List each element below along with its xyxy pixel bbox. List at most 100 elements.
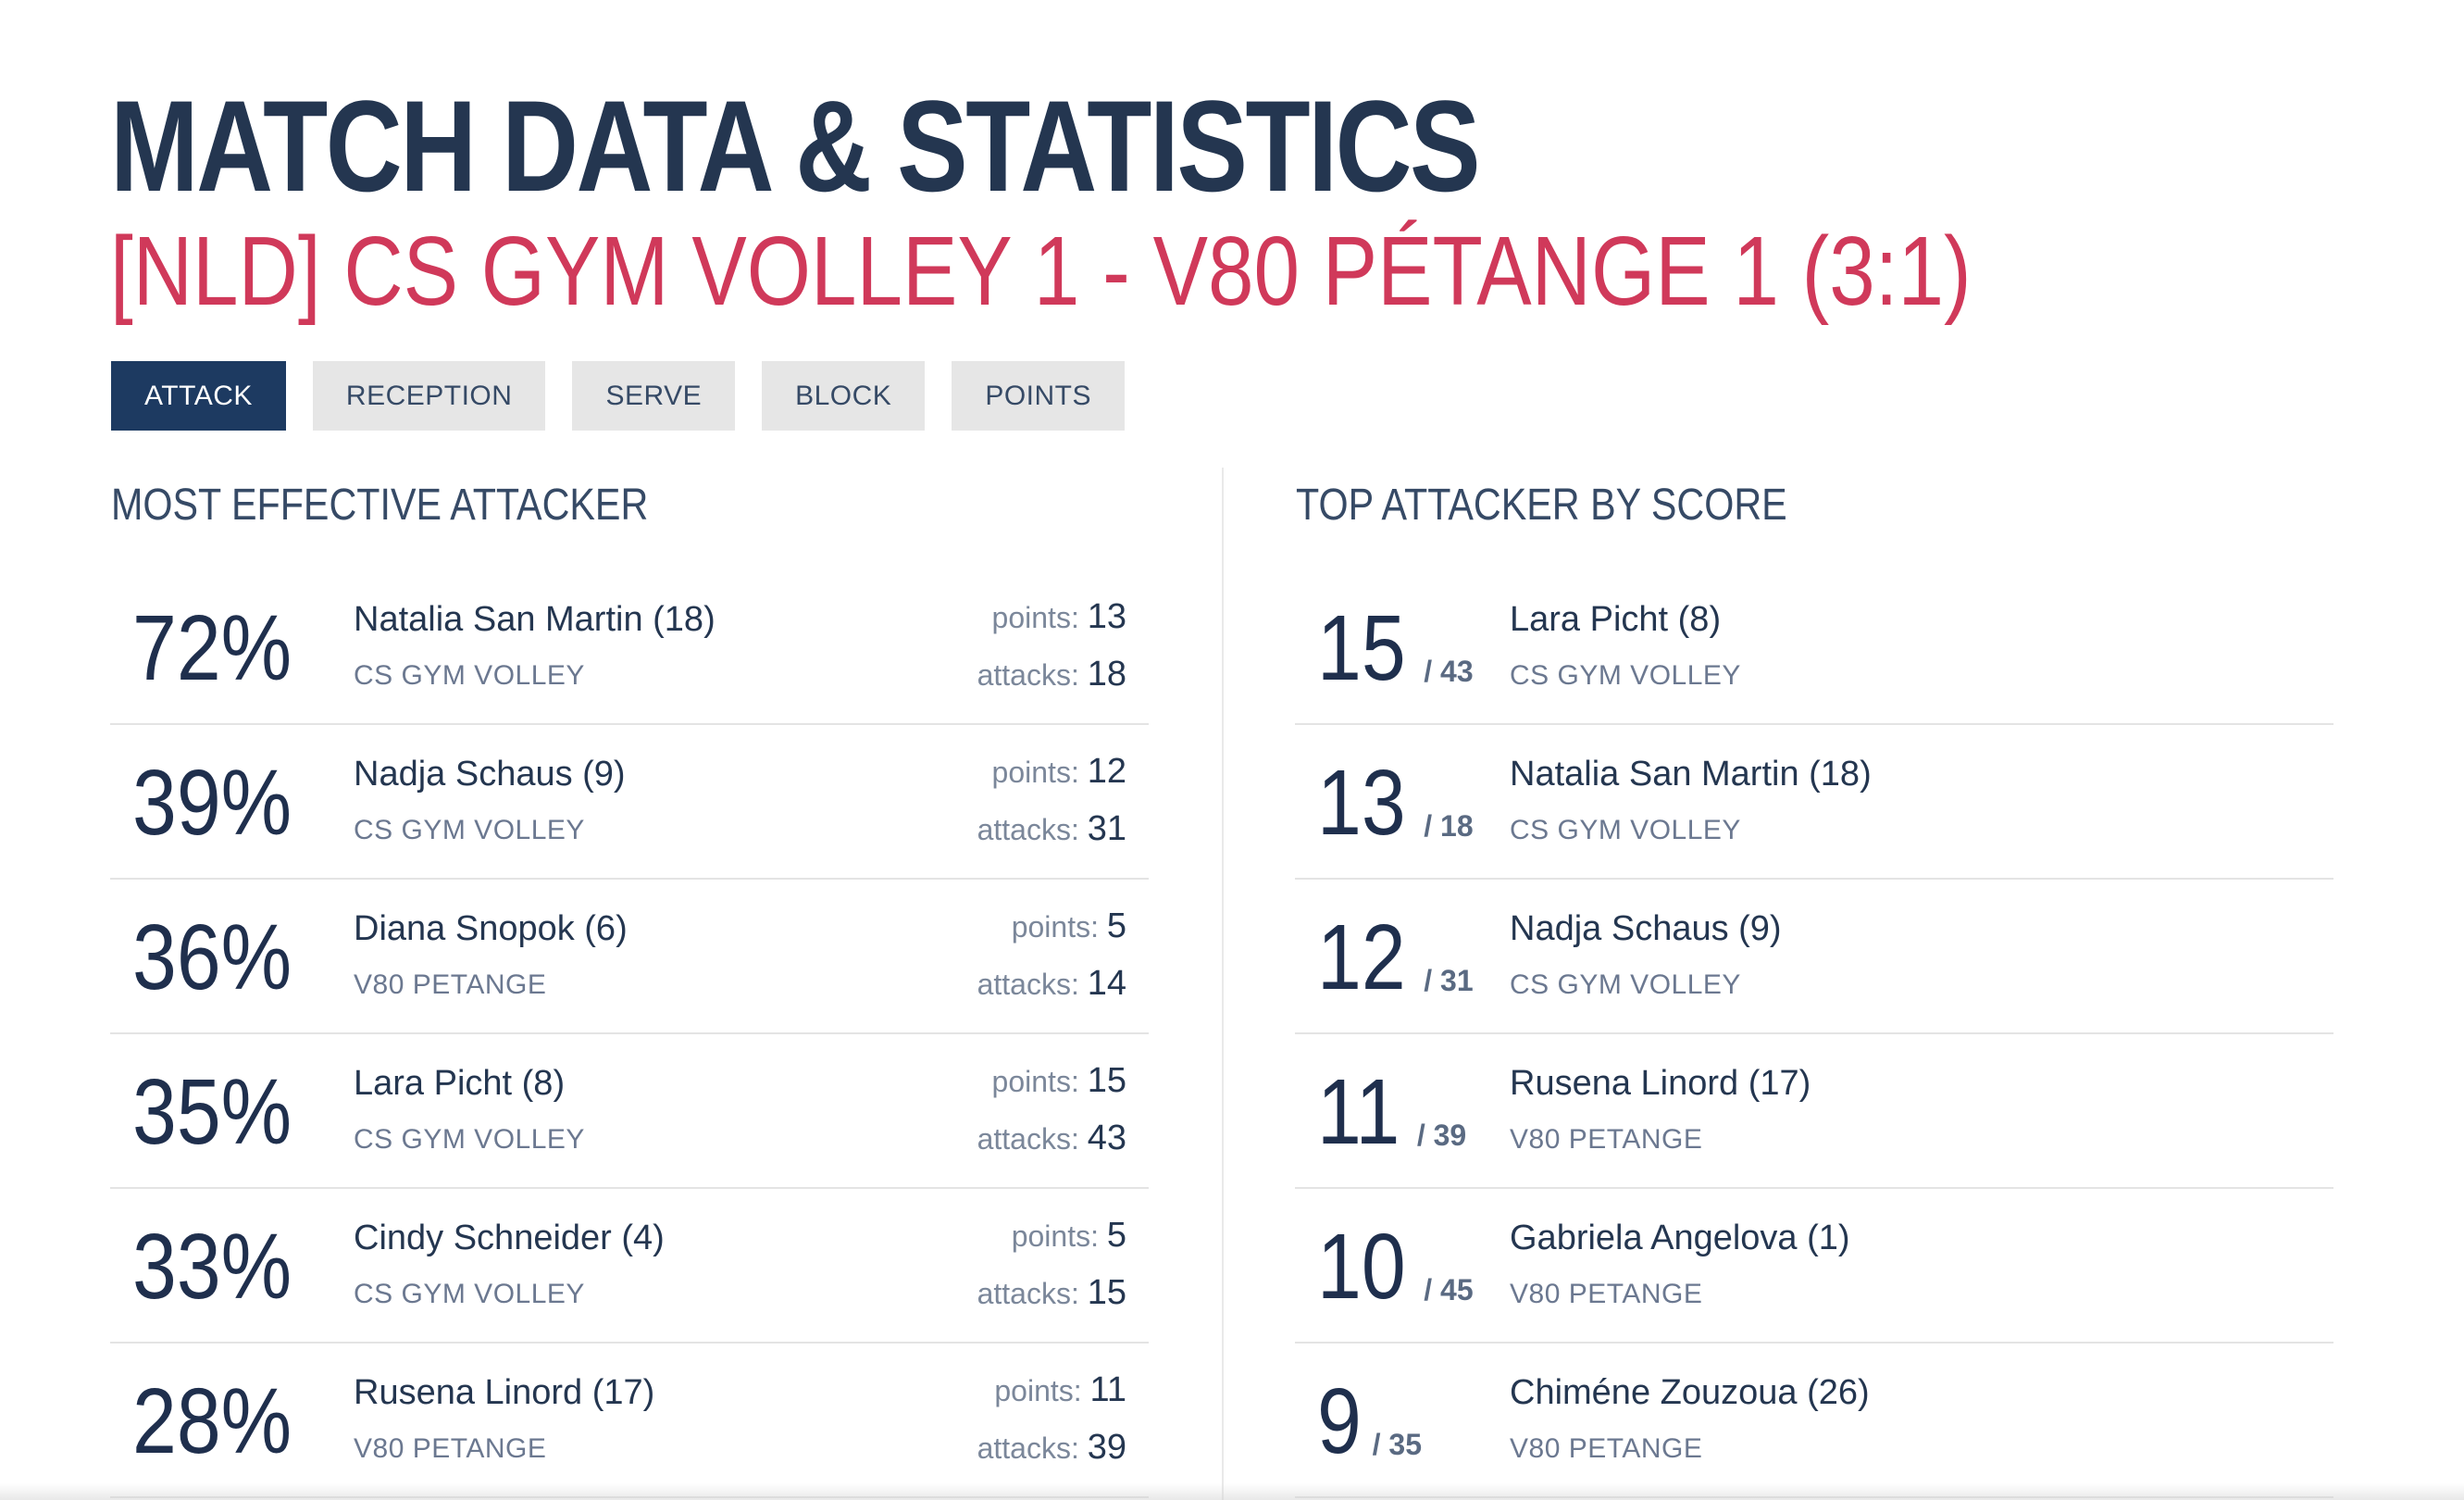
list-item: 10 / 45 Gabriela Angelova (1) V80 PETANG…	[1295, 1189, 2333, 1344]
list-item: 9 / 35 Chiméne Zouzoua (26) V80 PETANGE	[1295, 1344, 2333, 1498]
tab-block[interactable]: BLOCK	[762, 361, 926, 431]
points-stat: points: 5	[1012, 1217, 1126, 1255]
player-name: Lara Picht (8)	[1510, 600, 1722, 639]
team-name: CS GYM VOLLEY	[354, 1124, 585, 1155]
tab-reception[interactable]: RECEPTION	[312, 361, 546, 431]
points-label: points:	[1011, 910, 1099, 944]
most-effective-list: 72% Natalia San Martin (18) CS GYM VOLLE…	[110, 570, 1149, 1498]
score-block: 12 / 31	[1317, 911, 1474, 1004]
efficiency-percent: 33%	[132, 1215, 292, 1319]
efficiency-percent: 72%	[132, 596, 292, 700]
attack-total: / 39	[1416, 1119, 1467, 1152]
attack-total: / 43	[1424, 655, 1474, 688]
attacks-value: 15	[1087, 1273, 1126, 1312]
attack-score: 10	[1317, 1215, 1406, 1319]
points-label: points:	[991, 601, 1079, 634]
list-item: 72% Natalia San Martin (18) CS GYM VOLLE…	[110, 570, 1149, 725]
attacks-label: attacks:	[977, 968, 1079, 1001]
score-block: 9 / 35	[1317, 1375, 1422, 1468]
list-item: 33% Cindy Schneider (4) CS GYM VOLLEY po…	[110, 1189, 1149, 1344]
player-name: Lara Picht (8)	[354, 1064, 566, 1103]
tab-attack[interactable]: ATTACK	[111, 361, 286, 431]
attacks-value: 31	[1087, 809, 1126, 848]
efficiency-percent: 28%	[132, 1369, 292, 1473]
points-stat: points: 11	[994, 1371, 1126, 1409]
attack-score: 9	[1317, 1369, 1362, 1473]
points-label: points:	[991, 1065, 1079, 1098]
team-name: V80 PETANGE	[354, 1433, 547, 1464]
player-name: Chiméne Zouzoua (26)	[1510, 1373, 1870, 1412]
attacks-stat: attacks: 18	[977, 656, 1126, 694]
attacks-label: attacks:	[977, 658, 1079, 692]
attack-total: / 45	[1424, 1273, 1474, 1306]
points-stat: points: 5	[1012, 907, 1126, 945]
points-stat: points: 13	[992, 598, 1126, 636]
attacks-value: 39	[1087, 1428, 1126, 1467]
player-name: Nadja Schaus (9)	[1510, 909, 1782, 948]
player-name: Rusena Linord (17)	[1510, 1064, 1811, 1103]
list-item: 15 / 43 Lara Picht (8) CS GYM VOLLEY	[1295, 570, 2333, 725]
player-name: Nadja Schaus (9)	[354, 755, 626, 794]
list-item: 28% Rusena Linord (17) V80 PETANGE point…	[110, 1344, 1149, 1498]
attacks-value: 18	[1087, 655, 1126, 694]
list-item: 39% Nadja Schaus (9) CS GYM VOLLEY point…	[110, 725, 1149, 880]
attacks-label: attacks:	[977, 1431, 1079, 1465]
attacks-label: attacks:	[977, 1277, 1079, 1310]
stat-tabs: ATTACK RECEPTION SERVE BLOCK POINTS	[111, 361, 1151, 431]
attacks-stat: attacks: 14	[977, 965, 1126, 1003]
player-name: Rusena Linord (17)	[354, 1373, 655, 1412]
team-name: V80 PETANGE	[1510, 1279, 1703, 1309]
points-value: 12	[1087, 752, 1126, 791]
bottom-edge-shadow	[0, 1483, 2464, 1500]
points-value: 15	[1087, 1061, 1126, 1100]
column-divider	[1222, 468, 1224, 1500]
team-name: CS GYM VOLLEY	[354, 660, 585, 691]
match-title: [NLD] CS GYM VOLLEY 1 - V80 PÉTANGE 1 (3…	[110, 217, 1972, 326]
team-name: CS GYM VOLLEY	[1510, 815, 1741, 845]
tab-points[interactable]: POINTS	[952, 361, 1126, 431]
score-block: 10 / 45	[1317, 1220, 1474, 1313]
points-stat: points: 12	[992, 753, 1126, 791]
list-item: 12 / 31 Nadja Schaus (9) CS GYM VOLLEY	[1295, 880, 2333, 1034]
team-name: V80 PETANGE	[1510, 1124, 1703, 1155]
team-name: V80 PETANGE	[354, 969, 547, 1000]
attack-score: 13	[1317, 751, 1406, 855]
points-value: 5	[1106, 1216, 1126, 1255]
team-name: CS GYM VOLLEY	[1510, 660, 1741, 691]
points-label: points:	[991, 756, 1079, 789]
team-name: CS GYM VOLLEY	[1510, 969, 1741, 1000]
player-name: Natalia San Martin (18)	[1510, 755, 1872, 794]
points-label: points:	[1011, 1219, 1099, 1253]
top-attacker-list: 15 / 43 Lara Picht (8) CS GYM VOLLEY 13 …	[1295, 570, 2333, 1498]
efficiency-percent: 35%	[132, 1060, 292, 1164]
page-title: MATCH DATA & STATISTICS	[110, 73, 1481, 219]
player-name: Diana Snopok (6)	[354, 909, 628, 948]
list-item: 35% Lara Picht (8) CS GYM VOLLEY points:…	[110, 1034, 1149, 1189]
attacks-value: 14	[1087, 964, 1126, 1003]
tab-serve[interactable]: SERVE	[572, 361, 736, 431]
points-value: 13	[1087, 597, 1126, 636]
score-block: 11 / 39	[1317, 1066, 1466, 1158]
points-value: 5	[1106, 906, 1126, 945]
attacks-stat: attacks: 31	[977, 810, 1126, 848]
attacks-stat: attacks: 15	[977, 1274, 1126, 1312]
score-block: 13 / 18	[1317, 756, 1474, 849]
attack-score: 11	[1317, 1060, 1400, 1164]
attacks-value: 43	[1087, 1119, 1126, 1157]
team-name: CS GYM VOLLEY	[354, 815, 585, 845]
points-stat: points: 15	[992, 1062, 1126, 1100]
efficiency-percent: 39%	[132, 751, 292, 855]
attacks-stat: attacks: 43	[977, 1119, 1126, 1157]
team-name: CS GYM VOLLEY	[354, 1279, 585, 1309]
list-item: 13 / 18 Natalia San Martin (18) CS GYM V…	[1295, 725, 2333, 880]
attacks-label: attacks:	[977, 813, 1079, 846]
efficiency-percent: 36%	[132, 906, 292, 1009]
score-block: 15 / 43	[1317, 602, 1474, 694]
points-value: 11	[1089, 1370, 1126, 1409]
list-item: 36% Diana Snopok (6) V80 PETANGE points:…	[110, 880, 1149, 1034]
player-name: Cindy Schneider (4)	[354, 1219, 665, 1257]
attack-total: / 18	[1424, 809, 1474, 843]
player-name: Natalia San Martin (18)	[354, 600, 716, 639]
attacks-stat: attacks: 39	[977, 1429, 1126, 1467]
